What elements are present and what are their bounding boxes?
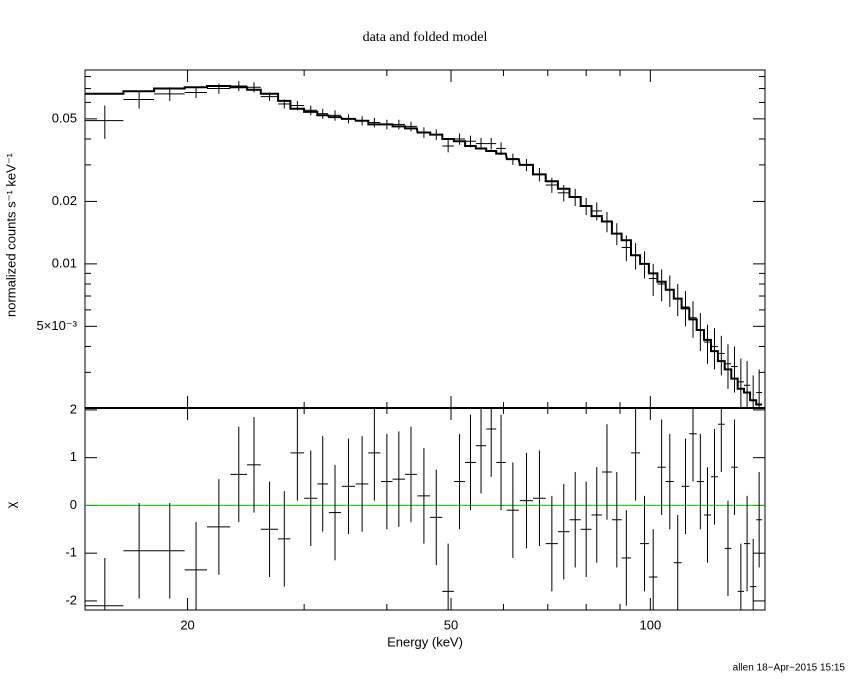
x-tick-label: 20 — [180, 617, 194, 632]
y-tick-label: 0.02 — [52, 193, 77, 208]
y-tick-label: 0.05 — [52, 110, 77, 125]
chart-title: data and folded model — [363, 30, 488, 45]
x-tick-label: 50 — [444, 617, 458, 632]
y-tick-label: 5×10⁻³ — [37, 318, 78, 333]
y2-tick-label: -2 — [65, 592, 77, 607]
x-tick-label: 100 — [639, 617, 661, 632]
y2-tick-label: -1 — [65, 545, 77, 560]
y2-tick-label: 2 — [70, 401, 77, 416]
y2-tick-label: 0 — [70, 497, 77, 512]
y2-axis-label: χ — [3, 501, 18, 508]
y-axis-label: normalized counts s⁻¹ keV⁻¹ — [3, 152, 18, 317]
y2-tick-label: 1 — [70, 449, 77, 464]
footer: allen 18−Apr−2015 15:15 — [733, 663, 846, 674]
x-axis-label: Energy (keV) — [387, 634, 463, 649]
y-tick-label: 0.01 — [52, 255, 77, 270]
frame — [84, 69, 766, 611]
